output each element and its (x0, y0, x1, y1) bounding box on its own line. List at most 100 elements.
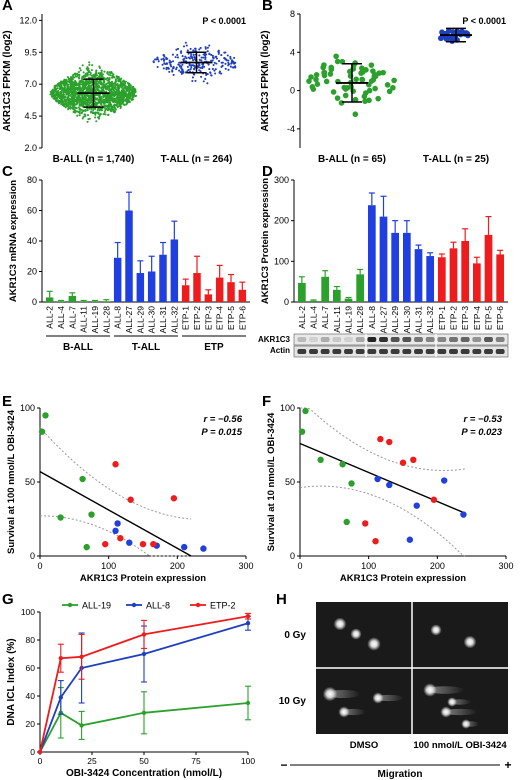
data-point (116, 84, 119, 87)
data-point (372, 85, 378, 92)
data-point (56, 87, 59, 90)
data-point (74, 79, 77, 82)
bar (136, 273, 145, 302)
data-point (81, 97, 84, 100)
data-point (98, 113, 102, 117)
data-point (119, 105, 122, 108)
confidence-band-upper (39, 427, 192, 520)
data-point (172, 73, 175, 76)
data-point (72, 110, 75, 114)
data-point (109, 102, 112, 105)
data-point (67, 102, 70, 105)
data-point (198, 64, 201, 67)
data-point (206, 73, 209, 76)
data-point (112, 461, 119, 468)
data-point (342, 92, 349, 99)
comet-head (350, 628, 362, 640)
data-point (205, 73, 208, 77)
blot-band (414, 349, 423, 354)
correlation-r: r = −0.56 (203, 414, 242, 425)
data-point (88, 84, 91, 87)
data-point (98, 65, 101, 68)
data-point (406, 536, 414, 543)
correlation-p: P = 0.023 (461, 427, 502, 438)
y-axis-label: AKR1C3 mRNA expression (8, 180, 19, 302)
y-tick-label: 60 (27, 206, 37, 216)
row-label: 10 Gy (279, 696, 307, 707)
data-point (180, 51, 183, 54)
data-point (139, 540, 147, 548)
data-point (352, 96, 359, 103)
data-point (169, 61, 173, 64)
x-tick-label: ETP-2 (192, 306, 202, 330)
data-point (98, 86, 101, 89)
data-point (94, 85, 97, 88)
data-point (104, 86, 107, 89)
x-tick-label: 300 (238, 561, 253, 571)
data-point (180, 50, 183, 53)
data-point (215, 55, 218, 58)
data-point (211, 54, 214, 57)
data-point (96, 93, 99, 97)
data-point (87, 88, 91, 91)
data-point (171, 67, 175, 70)
data-point (94, 113, 97, 116)
data-point (203, 65, 206, 68)
data-point (362, 98, 368, 104)
panel-letter: C (2, 163, 13, 180)
y-tick-label: 0 (290, 551, 295, 561)
data-point (61, 100, 64, 103)
x-tick-label: ALL-4 (309, 306, 319, 329)
data-point (321, 69, 327, 76)
x-tick-label: ALL-27 (124, 306, 134, 334)
y-tick-label: 8 (290, 9, 295, 19)
data-point (213, 69, 216, 72)
data-point (60, 98, 63, 101)
y-tick-label: 4 (290, 47, 295, 57)
blot-label: Actin (270, 346, 290, 355)
y-tick-label: 100 (274, 256, 289, 266)
x-tick-label: ETP-6 (237, 306, 247, 330)
data-point (100, 109, 103, 112)
data-point (57, 93, 60, 96)
data-point (53, 89, 56, 92)
data-point (102, 540, 109, 548)
data-point (97, 98, 100, 101)
data-point (112, 527, 119, 535)
data-point (113, 111, 116, 114)
bar (437, 257, 446, 302)
data-point (82, 71, 85, 74)
data-point (80, 111, 84, 114)
comet-head (372, 692, 384, 704)
x-tick-label: ETP-6 (495, 306, 505, 330)
data-point (84, 74, 87, 77)
data-point (121, 85, 124, 88)
data-point (220, 72, 223, 75)
data-point (90, 88, 93, 91)
data-point (320, 64, 326, 71)
data-point (160, 58, 163, 61)
data-point (68, 97, 71, 100)
data-point (224, 62, 227, 65)
data-point (128, 82, 131, 85)
data-point (192, 49, 195, 52)
data-point (206, 82, 209, 85)
data-point (66, 97, 69, 100)
x-tick-label: ETP-4 (215, 306, 225, 330)
bar (91, 301, 99, 302)
panel-H: 0 Gy 10 Gy DMSO 100 nmol/L OBI-3424 − + Migrat… (279, 602, 512, 780)
data-point (65, 82, 68, 85)
plus-sign: + (504, 758, 511, 772)
data-point (81, 78, 84, 81)
bar (472, 263, 481, 302)
data-point (37, 749, 43, 755)
data-point (73, 105, 76, 108)
x-tick-label: ALL-30 (147, 306, 157, 334)
x-tick-label: 100 (241, 756, 255, 766)
data-point (120, 91, 123, 95)
data-point (114, 99, 117, 102)
data-point (98, 109, 101, 112)
blot-band (495, 349, 505, 354)
data-point (116, 96, 119, 99)
data-point (121, 96, 124, 99)
